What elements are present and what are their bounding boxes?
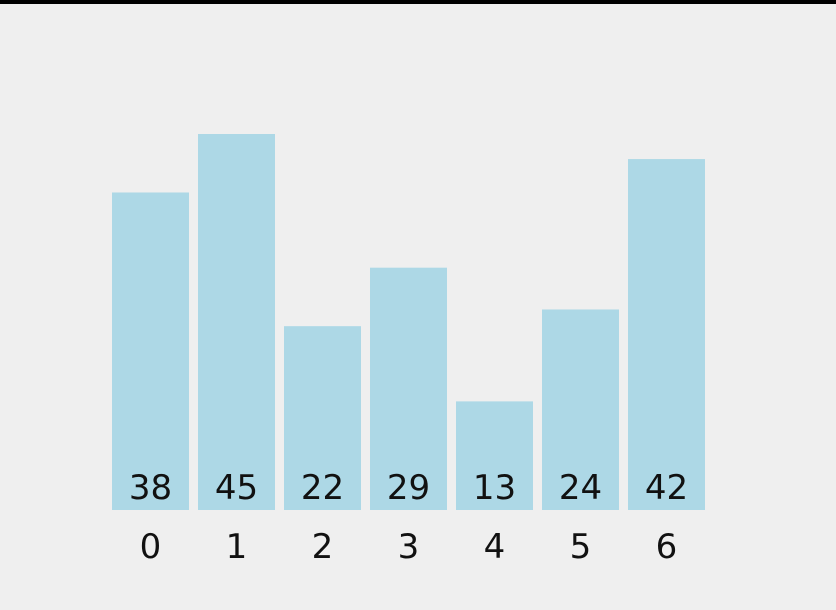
bar-6	[628, 159, 705, 511]
value-label-6: 42	[645, 468, 688, 508]
category-label-3: 3	[398, 527, 420, 567]
value-label-1: 45	[215, 468, 258, 508]
value-label-2: 22	[301, 468, 344, 508]
category-label-5: 5	[570, 527, 592, 567]
bar-1	[198, 134, 275, 510]
bar-3	[370, 267, 447, 510]
value-label-5: 24	[559, 468, 602, 508]
value-labels-group: 38 45 22 29 13 24 42	[129, 468, 688, 508]
bars-group	[112, 134, 705, 511]
category-label-6: 6	[656, 527, 678, 567]
category-labels-group: 0 1 2 3 4 5 6	[140, 527, 678, 567]
category-label-2: 2	[312, 527, 334, 567]
bar-4	[456, 401, 533, 510]
category-label-0: 0	[140, 527, 162, 567]
value-label-4: 13	[473, 468, 516, 508]
category-label-1: 1	[226, 527, 248, 567]
value-label-3: 29	[387, 468, 430, 508]
category-label-4: 4	[484, 527, 506, 567]
bar-2	[284, 326, 361, 510]
value-label-0: 38	[129, 468, 172, 508]
bar-0	[112, 192, 189, 510]
bar-5	[542, 309, 619, 510]
